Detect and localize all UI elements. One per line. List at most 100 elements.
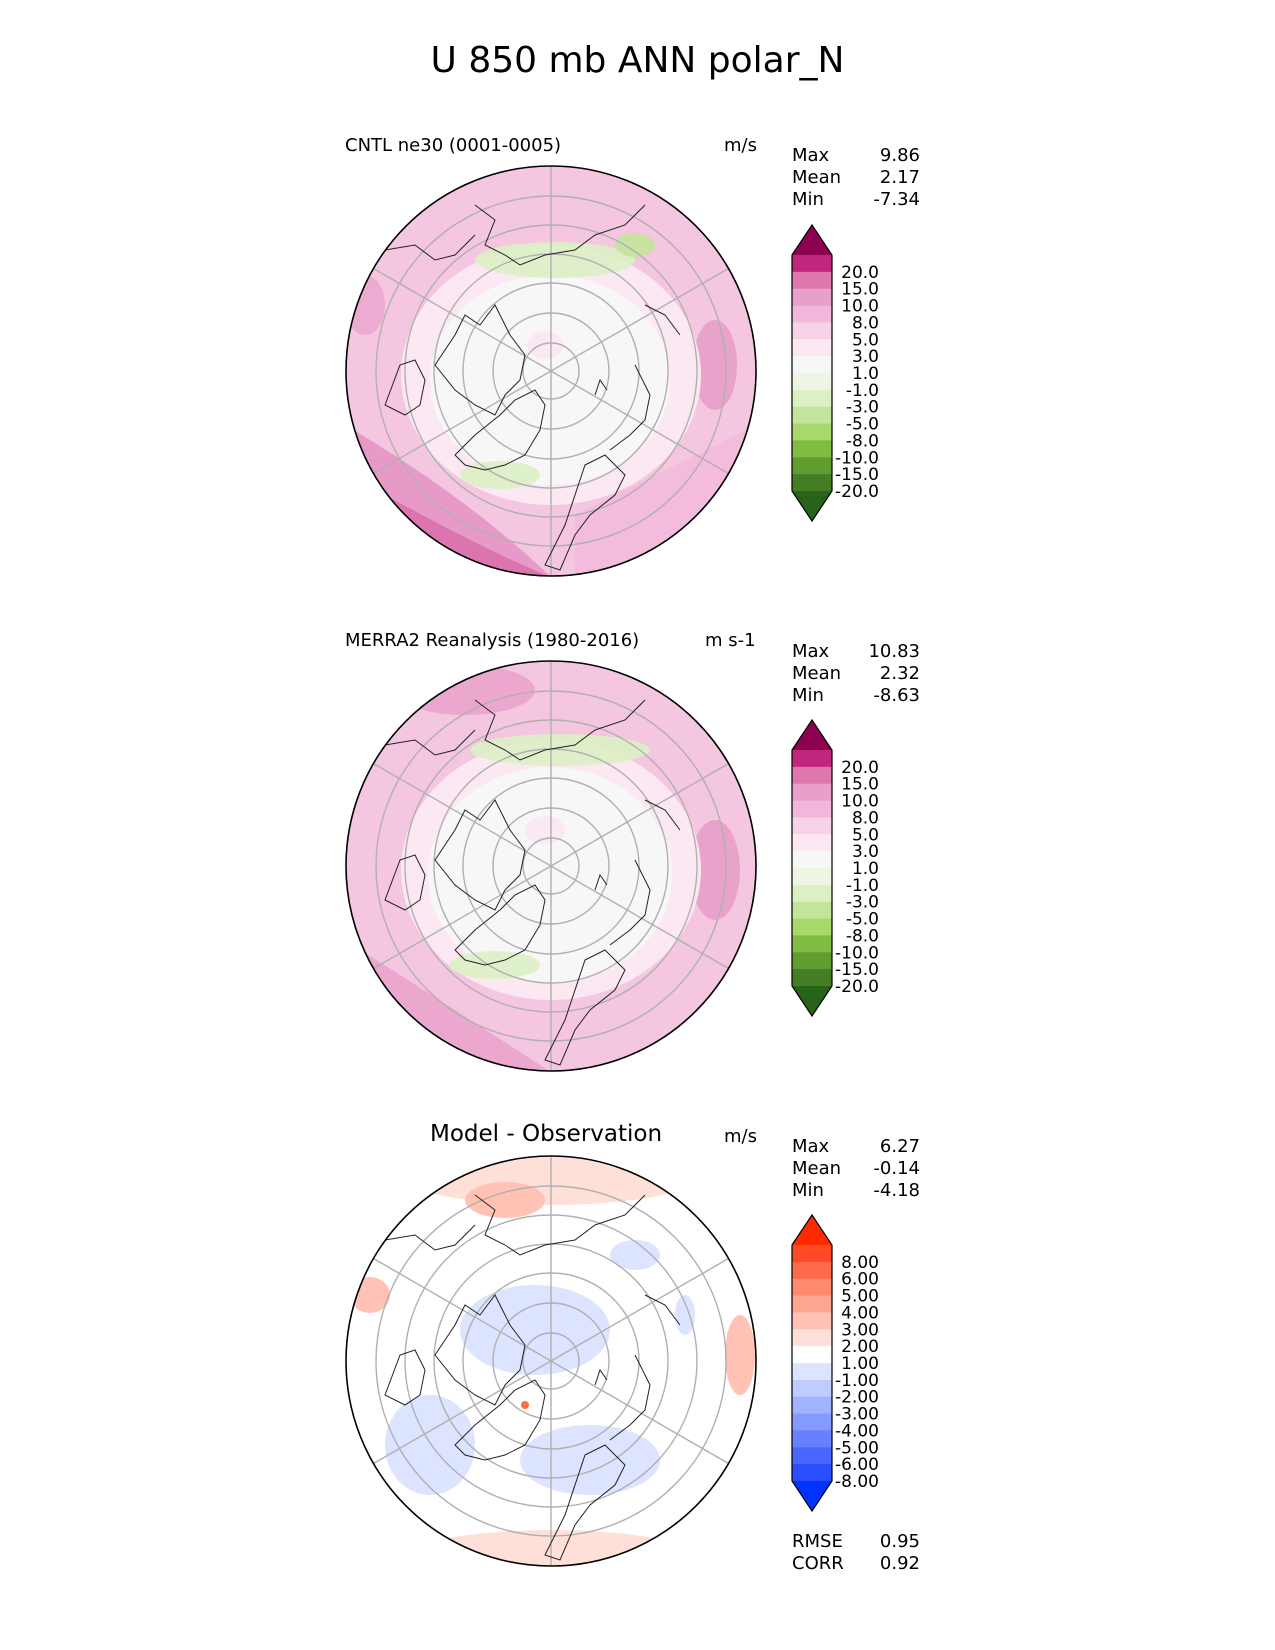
colorbar-tick-label: 5.00: [841, 1287, 879, 1307]
colorbar-tick-label: 1.00: [841, 1354, 879, 1374]
colorbar-segment: [792, 1363, 832, 1381]
panel-3-stat-rmse: RMSE 0.95: [792, 1531, 920, 1552]
colorbar-segment: [792, 423, 832, 441]
colorbar-segment: [792, 884, 832, 903]
panel-3-coastlines: [384, 1194, 681, 1561]
panel-3-polar-map: [345, 1155, 757, 1567]
colorbar-segment: [792, 339, 832, 357]
panel-1-units: m/s: [724, 135, 757, 156]
colorbar-tick-label: -8.0: [846, 431, 879, 451]
colorbar-outline: [791, 1213, 833, 1513]
colorbar-tick-label: 2.00: [841, 1337, 879, 1357]
panel-1-stat-mean: Mean 2.17: [792, 167, 920, 188]
colorbar-segment: [792, 255, 832, 273]
colorbar-cap-bottom: [792, 986, 832, 1016]
colorbar-tick-label: -15.0: [835, 960, 879, 980]
colorbar-segment: [792, 389, 832, 408]
panel-3-stat-corr: CORR 0.92: [792, 1553, 920, 1574]
colorbar-segment: [792, 901, 832, 920]
colorbar-tick-label: -4.00: [835, 1421, 879, 1441]
colorbar-segment: [792, 1379, 832, 1398]
colorbar-tick-label: 10.0: [841, 297, 879, 317]
panel-2-polar-map: [345, 660, 757, 1072]
colorbar-tick-label: -15.0: [835, 465, 879, 485]
colorbar-tick-label: 4.00: [841, 1303, 879, 1323]
colorbar-tick-label: 1.0: [852, 364, 879, 384]
panel-2-coastlines: [384, 699, 681, 1066]
panel-1-polar-map: [345, 165, 757, 577]
colorbar-tick-label: 3.0: [852, 347, 879, 367]
colorbar-segment: [792, 1278, 832, 1297]
colorbar-outline: [791, 223, 833, 523]
panel-3-units: m/s: [724, 1126, 757, 1147]
colorbar-tick-label: 15.0: [841, 775, 879, 795]
panel-2-colorbar: 20.015.010.08.05.03.01.0-1.0-3.0-5.0-8.0…: [791, 718, 879, 1018]
colorbar-tick-label: 5.0: [852, 825, 879, 845]
colorbar-segment: [792, 322, 832, 340]
colorbar-segment: [792, 1295, 832, 1313]
colorbar-segment: [792, 834, 832, 852]
colorbar-segment: [792, 935, 832, 953]
colorbar-segment: [792, 1430, 832, 1448]
field-region-negative: [460, 1285, 610, 1375]
panel-3-colorbar: 8.006.005.004.003.002.001.00-1.00-2.00-3…: [791, 1213, 879, 1513]
panel-3-stat-mean: Mean -0.14: [792, 1158, 920, 1179]
colorbar-cap-top: [792, 1215, 832, 1245]
panel-1-coastlines: [384, 204, 681, 571]
colorbar-tick-label: -1.0: [846, 876, 879, 896]
colorbar-segment: [792, 1346, 832, 1364]
colorbar-tick-label: -8.00: [835, 1472, 879, 1492]
colorbar-tick-label: -1.0: [846, 381, 879, 401]
panel-1-map-boundary: [345, 165, 757, 577]
panel-2-title: MERRA2 Reanalysis (1980-2016): [345, 630, 640, 651]
colorbar-segment: [792, 1464, 832, 1482]
colorbar-segment: [792, 440, 832, 458]
colorbar-segment: [792, 1396, 832, 1415]
panel-1-stat-min: Min -7.34: [792, 189, 920, 210]
colorbar-tick-label: 15.0: [841, 280, 879, 300]
panel-3-title: Model - Observation: [430, 1121, 663, 1147]
panel-2-units: m s-1: [705, 630, 756, 651]
colorbar-segment: [792, 305, 832, 323]
panel-2-stat-mean: Mean 2.32: [792, 663, 920, 684]
colorbar-segment: [792, 373, 832, 391]
panel-2-stat-max: Max 10.83: [792, 641, 920, 662]
colorbar-cap-bottom: [792, 1481, 832, 1511]
panel-1-colorbar: 20.015.010.08.05.03.01.0-1.0-3.0-5.0-8.0…: [791, 223, 879, 523]
panel-3-stat-min: Min -4.18: [792, 1180, 920, 1201]
colorbar-segment: [792, 288, 832, 307]
colorbar-tick-label: 5.0: [852, 330, 879, 350]
panel-2-graticule: [373, 661, 729, 1071]
colorbar-tick-label: -5.0: [846, 910, 879, 930]
colorbar-cap-top: [792, 225, 832, 255]
colorbar-outline: [791, 718, 833, 1018]
panel-1-stat-max: Max 9.86: [792, 145, 920, 166]
colorbar-tick-label: -3.00: [835, 1405, 879, 1425]
colorbar-segment: [792, 952, 832, 970]
colorbar-tick-label: 20.0: [841, 263, 879, 283]
colorbar-segment: [792, 474, 832, 492]
colorbar-segment: [792, 750, 832, 768]
colorbar-tick-label: -20.0: [835, 977, 879, 997]
colorbar-segment: [792, 457, 832, 475]
colorbar-segment: [792, 1312, 832, 1330]
colorbar-segment: [792, 1413, 832, 1431]
colorbar-tick-label: 3.0: [852, 842, 879, 862]
colorbar-tick-label: -3.0: [846, 893, 879, 913]
colorbar-segment: [792, 969, 832, 987]
colorbar-segment: [792, 851, 832, 869]
colorbar-tick-label: 8.00: [841, 1253, 879, 1273]
colorbar-tick-label: -2.00: [835, 1388, 879, 1408]
colorbar-segment: [792, 406, 832, 425]
panel-2-stat-min: Min -8.63: [792, 685, 920, 706]
colorbar-tick-label: -5.00: [835, 1438, 879, 1458]
colorbar-segment: [792, 766, 832, 785]
colorbar-segment: [792, 1261, 832, 1280]
panel-3-map-boundary: [345, 1155, 757, 1567]
colorbar-tick-label: 20.0: [841, 758, 879, 778]
colorbar-segment: [792, 1245, 832, 1263]
colorbar-segment: [792, 1447, 832, 1465]
colorbar-segment: [792, 356, 832, 374]
colorbar-tick-label: -10.0: [835, 448, 879, 468]
panel-1-graticule: [373, 166, 729, 576]
